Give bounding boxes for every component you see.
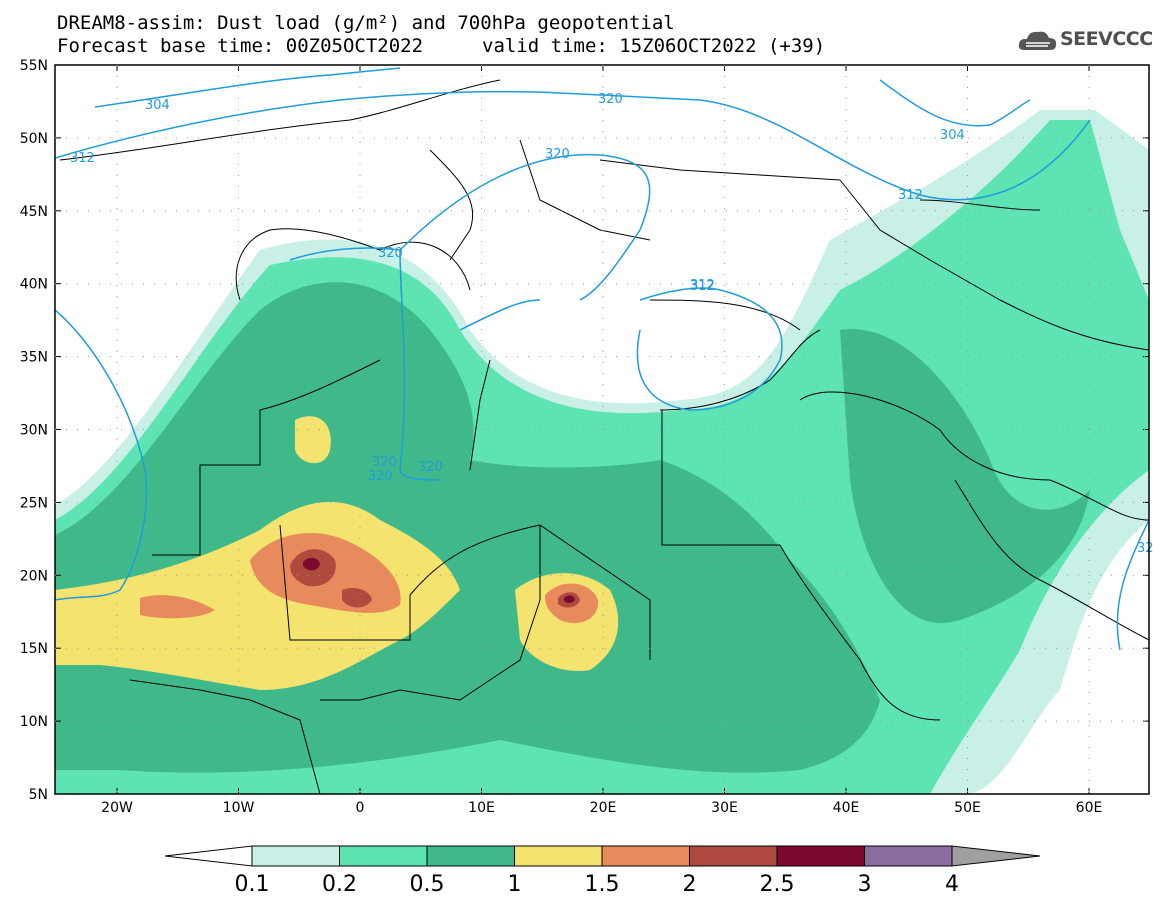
contour-label: 320	[418, 460, 443, 475]
colorbar-tick-label: 2.5	[759, 872, 795, 897]
colorbar-segment	[339, 845, 428, 867]
colorbar-low-arrow	[164, 845, 253, 867]
grid-dots	[55, 65, 1149, 794]
colorbar-segment	[601, 845, 690, 867]
contour-label: 312	[898, 188, 923, 203]
colorbar-high-arrow	[951, 845, 1041, 867]
lat-tick-label: 45N	[20, 204, 48, 220]
lon-tick-label: 20E	[590, 800, 617, 816]
lat-tick-label: 25N	[20, 495, 48, 511]
lat-tick-label: 15N	[20, 641, 48, 657]
contour-label: 32	[1137, 541, 1154, 556]
contour-labels: 304 312 320 320 312 304 312 312 320 320 …	[70, 92, 1154, 556]
colorbar-tick-label: 0.2	[322, 872, 357, 897]
lon-tick-label: 40E	[833, 800, 860, 816]
country-borders	[59, 79, 1149, 794]
longitude-axis: 20W 10W 0 10E 20E 30E 40E 50E 60E	[101, 65, 1102, 816]
contour-label: 320	[372, 455, 397, 470]
colorbar	[164, 845, 1041, 867]
lat-tick-label: 5N	[29, 787, 48, 803]
contour-label: 304	[145, 98, 170, 113]
lon-tick-label: 50E	[954, 800, 981, 816]
map-title: DREAM8-assim: Dust load (g/m²) and 700hP…	[57, 12, 675, 34]
dust-field	[55, 110, 1149, 794]
colorbar-segment	[514, 845, 603, 867]
lon-tick-label: 30E	[711, 800, 738, 816]
colorbar-tick-label: 4	[945, 872, 959, 897]
geopotential-contours	[55, 67, 1149, 651]
colorbar-tick-label: 2	[682, 872, 697, 897]
lat-tick-label: 35N	[20, 350, 48, 366]
logo-text: SEEVCCC	[1060, 28, 1153, 50]
lon-tick-label: 60E	[1076, 800, 1103, 816]
colorbar-segment	[864, 845, 953, 867]
contour-label: 320	[378, 246, 403, 261]
lon-tick-label: 10E	[468, 800, 495, 816]
contour-label: 312	[690, 278, 715, 293]
colorbar-tick-label: 1.5	[584, 872, 620, 897]
lon-tick-label: 20W	[101, 800, 133, 816]
lat-tick-label: 40N	[20, 277, 48, 293]
lon-tick-label: 0	[356, 800, 365, 816]
colorbar-segment	[426, 845, 515, 867]
colorbar-tick-label: 1	[507, 872, 522, 897]
contour-label: 320	[598, 92, 623, 107]
lat-tick-label: 10N	[20, 714, 48, 730]
contour-label: 320	[368, 469, 393, 484]
contour-label: 304	[940, 128, 965, 143]
colorbar-segment	[776, 845, 865, 867]
colorbar-segment	[689, 845, 778, 867]
contour-label: 320	[545, 147, 570, 162]
colorbar-tick-label: 0.5	[409, 872, 445, 897]
colorbar-tick-label: 0.1	[234, 872, 270, 897]
colorbar-tick-label: 3	[857, 872, 872, 897]
valid-time: valid time: 15Z06OCT2022 (+39)	[482, 35, 826, 57]
lat-tick-label: 20N	[20, 568, 48, 584]
lat-tick-label: 30N	[20, 423, 48, 439]
cloud-logo-icon	[1018, 31, 1057, 50]
latitude-axis: 55N 50N 45N 40N 35N 30N 25N 20N 15N 10N 5N	[20, 58, 1149, 803]
contour-label: 312	[690, 279, 715, 294]
lat-tick-label: 50N	[20, 131, 48, 147]
contour-label: 312	[70, 151, 95, 166]
lon-tick-label: 10W	[223, 800, 255, 816]
colorbar-segment	[251, 845, 340, 867]
forecast-base-time: Forecast base time: 00Z05OCT2022	[57, 35, 424, 57]
lat-tick-label: 55N	[20, 58, 48, 74]
